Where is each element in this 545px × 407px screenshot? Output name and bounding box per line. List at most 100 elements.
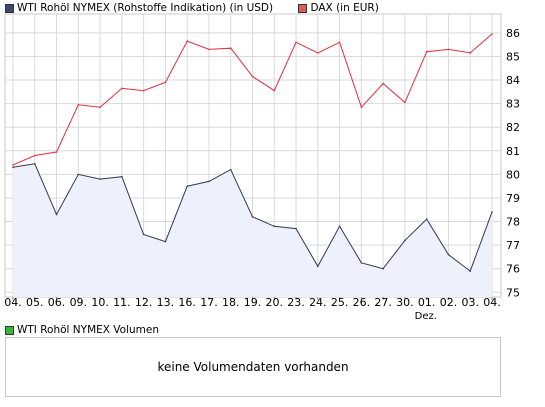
legend-swatch-dax bbox=[298, 3, 308, 13]
dax-point bbox=[491, 33, 493, 35]
dax-point bbox=[142, 89, 145, 92]
y-tick-label: 75 bbox=[506, 286, 520, 299]
x-tick-label: 12. bbox=[135, 296, 153, 309]
x-tick-label: 30. bbox=[396, 296, 414, 309]
wti-point bbox=[34, 163, 36, 165]
dax-point bbox=[469, 52, 472, 54]
y-tick-label: 79 bbox=[506, 192, 520, 205]
dax-point bbox=[77, 104, 80, 106]
x-tick-label: 17. bbox=[200, 296, 218, 309]
wti-point bbox=[142, 233, 145, 236]
dax-point bbox=[208, 48, 210, 51]
legend-swatch-wti bbox=[5, 3, 14, 13]
x-tick-label: 18. bbox=[222, 296, 240, 309]
wti-point bbox=[99, 178, 101, 180]
volume-legend-label: WTI Rohöl NYMEX Volumen bbox=[17, 324, 160, 336]
y-tick-label: 81 bbox=[506, 145, 520, 158]
x-tick-label: 20. bbox=[266, 296, 284, 309]
x-tick-label: 27. bbox=[374, 296, 392, 309]
dax-point bbox=[164, 81, 167, 84]
dax-point bbox=[251, 75, 254, 78]
wti-area-fill bbox=[13, 163, 492, 297]
dax-point bbox=[447, 48, 450, 51]
x-tick-label: 13. bbox=[157, 296, 175, 309]
dax-point bbox=[404, 101, 406, 104]
wti-point bbox=[251, 216, 254, 218]
wti-point bbox=[295, 227, 297, 230]
dax-point bbox=[295, 41, 297, 44]
volume-legend: WTI Rohöl NYMEX Volumen bbox=[5, 323, 159, 337]
dax-point bbox=[338, 41, 341, 44]
wti-point bbox=[208, 180, 210, 183]
wti-point bbox=[273, 225, 276, 228]
x-tick-label: 25. bbox=[331, 296, 349, 309]
dax-point bbox=[34, 154, 36, 157]
wti-point bbox=[186, 185, 188, 187]
legend-label-dax: DAX (in EUR) bbox=[310, 2, 379, 14]
legend-item-dax: DAX (in EUR) bbox=[298, 1, 379, 15]
y-tick-label: 82 bbox=[506, 121, 520, 134]
x-tick-label: 10. bbox=[91, 296, 109, 309]
price-chart: 75 76 77 78 79 80 81 82 83 84 85 86 04. 05. 06. 09. 10.… bbox=[4, 13, 520, 322]
dax-point bbox=[186, 40, 188, 42]
y-tick-label: 80 bbox=[506, 168, 520, 181]
volume-empty-message: keine Volumendaten vorhanden bbox=[157, 360, 349, 374]
wti-point bbox=[229, 168, 232, 171]
dax-point bbox=[99, 106, 101, 108]
series-points bbox=[12, 33, 493, 272]
wti-point bbox=[404, 239, 406, 242]
x-tick-label: 06. bbox=[48, 296, 66, 309]
wti-point bbox=[338, 225, 341, 228]
wti-area bbox=[13, 163, 492, 297]
y-axis-labels: 75 76 77 78 79 80 81 82 83 84 85 86 bbox=[506, 27, 520, 299]
wti-point bbox=[12, 166, 14, 169]
x-tick-label: 03. bbox=[461, 296, 479, 309]
volume-panel: keine Volumendaten vorhanden bbox=[5, 337, 501, 397]
wti-point bbox=[55, 213, 58, 216]
wti-point bbox=[491, 211, 493, 213]
y-tick-label: 78 bbox=[506, 216, 520, 229]
x-tick-label: 26. bbox=[353, 296, 371, 309]
dax-point bbox=[229, 47, 232, 49]
x-tick-label: 04. bbox=[483, 296, 501, 309]
dax-point bbox=[382, 82, 384, 85]
legend-item-wti: WTI Rohöl NYMEX (Rohstoffe Indikation) (… bbox=[5, 1, 273, 15]
dax-point bbox=[360, 106, 363, 108]
legend-swatch-volume bbox=[5, 325, 14, 335]
x-tick-sublabel: Dez. bbox=[415, 311, 437, 322]
y-tick-label: 86 bbox=[506, 27, 520, 40]
x-tick-label: 23. bbox=[287, 296, 305, 309]
y-tick-label: 76 bbox=[506, 263, 520, 276]
chart-legend: WTI Rohöl NYMEX (Rohstoffe Indikation) (… bbox=[5, 1, 401, 15]
wti-point bbox=[77, 173, 80, 176]
dax-point bbox=[425, 50, 428, 53]
dax-point bbox=[273, 89, 276, 92]
wti-point bbox=[469, 270, 472, 272]
dax-point bbox=[12, 164, 14, 166]
x-tick-label: 01. bbox=[418, 296, 436, 309]
wti-point bbox=[360, 262, 363, 264]
y-tick-label: 77 bbox=[506, 239, 520, 252]
legend-label-wti: WTI Rohöl NYMEX (Rohstoffe Indikation) (… bbox=[17, 2, 274, 14]
x-tick-label: 04. bbox=[4, 296, 22, 309]
x-tick-label: 05. bbox=[26, 296, 44, 309]
wti-point bbox=[317, 265, 319, 268]
x-tick-label: 16. bbox=[178, 296, 196, 309]
y-tick-label: 85 bbox=[506, 50, 520, 63]
dax-point bbox=[121, 87, 123, 90]
x-tick-label: 02. bbox=[440, 296, 458, 309]
dax-point bbox=[55, 151, 58, 153]
wti-point bbox=[164, 240, 167, 243]
wti-point bbox=[447, 253, 450, 256]
x-axis-labels: 04. 05. 06. 09. 10. 11. 12. 13. 16. 17. 18. 19. 20. 2… bbox=[4, 296, 501, 322]
wti-point bbox=[425, 218, 428, 220]
dax-point bbox=[317, 52, 319, 54]
x-tick-label: 09. bbox=[70, 296, 88, 309]
y-tick-label: 83 bbox=[506, 98, 520, 111]
x-tick-label: 19. bbox=[244, 296, 262, 309]
x-tick-label: 24. bbox=[309, 296, 327, 309]
wti-point bbox=[121, 175, 123, 178]
x-tick-label: 11. bbox=[113, 296, 131, 309]
wti-point bbox=[382, 267, 384, 270]
y-tick-label: 84 bbox=[506, 74, 520, 87]
